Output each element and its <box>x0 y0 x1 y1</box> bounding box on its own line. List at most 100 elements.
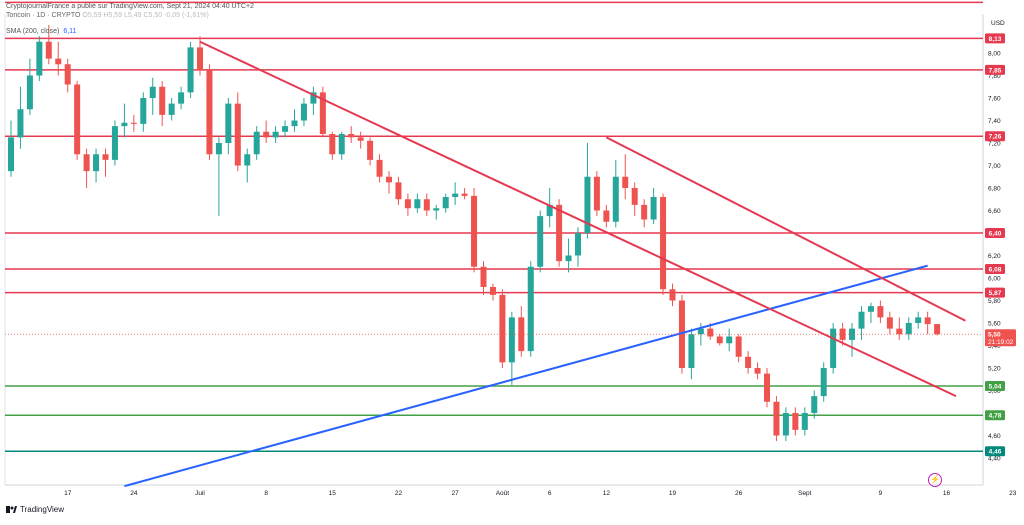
price-tick-label: 6,20 <box>988 253 1001 260</box>
time-tick-label: 6 <box>548 490 552 497</box>
indicator-label: SMA (200, close) <box>6 28 60 35</box>
overlays-layer <box>5 40 983 488</box>
candle-body <box>697 328 704 335</box>
candle-body <box>707 328 714 337</box>
candle-body <box>660 197 667 290</box>
time-tick-label: Sept <box>798 490 812 497</box>
time-tick-label: 17 <box>64 490 72 497</box>
candle-body <box>754 368 761 374</box>
candle-body <box>300 103 307 121</box>
tradingview-logo[interactable]: TradingView <box>6 505 64 514</box>
candle-body <box>593 176 600 211</box>
candle-body <box>93 154 100 172</box>
price-tick-label: 4,40 <box>988 455 1001 462</box>
candle-body <box>556 204 563 262</box>
candle-body <box>669 289 676 301</box>
candle-body <box>745 356 752 368</box>
time-tick-label: 15 <box>329 490 337 497</box>
time-tick-label: Juil <box>195 490 205 497</box>
candle-body <box>234 103 241 166</box>
price-tick-label: 7,60 <box>988 95 1001 102</box>
level-badge <box>985 264 1005 274</box>
time-tick-label: 9 <box>879 490 883 497</box>
price-tick-label: 5,60 <box>988 320 1001 327</box>
candle-body <box>527 266 534 352</box>
price-axis[interactable]: 8,00 7,80 7,60 7,40 7,20 7,00 6,80 6,60 6,40 6,20… <box>985 33 1016 462</box>
candle-body <box>782 413 789 436</box>
candle-body <box>36 41 43 76</box>
symbol-legend[interactable]: Toncoin · 1D · CRYPTO O5,59 H5,59 L5,49 … <box>6 12 209 19</box>
time-tick-label: 8 <box>264 490 268 497</box>
time-tick-label: Août <box>496 490 510 497</box>
candle-body <box>867 306 874 312</box>
candle-body <box>858 311 865 329</box>
candle-body <box>792 413 799 430</box>
candle-body <box>348 134 355 138</box>
level-badge <box>985 33 1005 44</box>
candle-body <box>537 216 544 267</box>
candle-body <box>187 47 194 93</box>
candle-body <box>64 64 71 85</box>
candle-body <box>45 41 52 59</box>
candle-body <box>121 122 128 127</box>
time-tick-label: 16 <box>943 490 951 497</box>
lightning-icon[interactable]: ⚡ <box>928 473 942 487</box>
candle-body <box>244 154 251 166</box>
candle-body <box>641 204 648 220</box>
candle-body <box>801 413 808 430</box>
candle-body <box>272 131 279 138</box>
candle-body <box>225 103 232 143</box>
candle-body <box>811 396 818 413</box>
level-badge <box>985 381 1005 391</box>
indicator-legend[interactable]: SMA (200, close) 6,11 <box>6 28 76 35</box>
currency-label: USD <box>991 20 1005 27</box>
candles-layer <box>8 24 941 442</box>
candle-body <box>575 233 581 256</box>
level-badge-label: 4,78 <box>989 413 1002 420</box>
level-badge-label: 8,13 <box>989 36 1002 43</box>
candle-body <box>74 84 81 155</box>
candle-body <box>915 317 922 323</box>
candle-body <box>395 182 402 200</box>
level-badge-label: 6,08 <box>989 266 1002 273</box>
candle-body <box>111 126 118 160</box>
candle-body <box>329 134 336 155</box>
candle-body <box>433 208 440 211</box>
level-badge <box>985 131 1005 142</box>
price-tick-label: 6,60 <box>988 208 1001 215</box>
candle-body <box>291 120 298 127</box>
candle-body <box>565 255 572 262</box>
candle-body <box>149 86 156 98</box>
candle-body <box>357 137 364 141</box>
symbol-name: Toncoin · 1D · CRYPTO <box>6 12 81 19</box>
level-badge-label: 5,04 <box>989 383 1002 390</box>
indicator-value: 6,11 <box>63 28 77 35</box>
candle-body <box>168 103 175 115</box>
candle-body <box>688 334 695 368</box>
candle-body <box>386 176 392 183</box>
candle-body <box>130 122 137 124</box>
trendline <box>199 40 957 398</box>
candle-body <box>206 69 213 155</box>
time-tick-label: 27 <box>452 490 460 497</box>
candle-body <box>603 210 610 222</box>
price-tick-label: 7,00 <box>988 163 1001 170</box>
candle-body <box>726 336 733 344</box>
publisher-note: CryptojournalFrance a publié sur Trading… <box>6 3 254 10</box>
price-tick-label: 8,00 <box>988 50 1001 57</box>
price-tick-label: 7,20 <box>988 140 1001 147</box>
level-badge <box>985 287 1005 298</box>
candle-body <box>820 368 827 397</box>
candle-body <box>471 195 478 267</box>
candle-body <box>423 199 430 211</box>
candle-body <box>735 336 742 357</box>
candle-body <box>215 143 222 155</box>
horizontal-levels <box>5 1 983 453</box>
time-axis[interactable]: 17 24 Juil 8 15 22 27 Août 6 12 19 26 Sept 9 16 23 <box>64 490 1017 497</box>
candle-body <box>282 126 289 132</box>
time-tick-label: 26 <box>735 490 743 497</box>
price-tick-label: 5,40 <box>988 343 1001 350</box>
grid-lines <box>4 14 984 486</box>
